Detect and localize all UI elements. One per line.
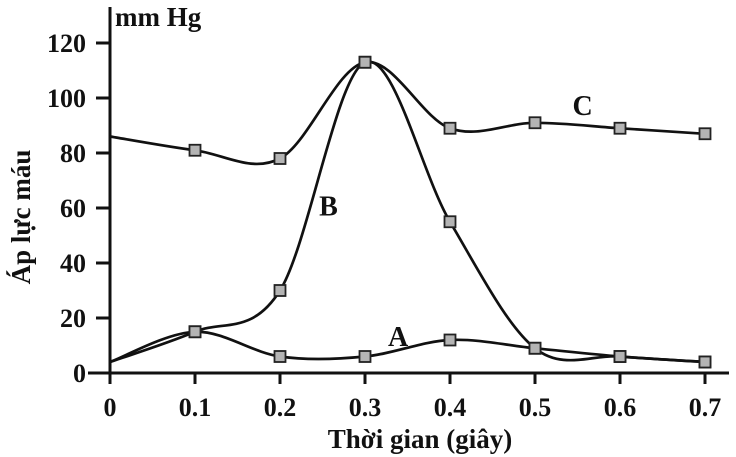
x-tick-label: 0.5 [519, 393, 552, 422]
y-tick-label: 0 [73, 359, 86, 388]
marker-C [613, 121, 627, 135]
marker-A [443, 333, 457, 347]
marker-B [613, 350, 627, 363]
y-tick-label: 60 [60, 194, 86, 223]
x-tick-label: 0.4 [434, 393, 467, 422]
x-tick-label: 0.7 [689, 393, 722, 422]
marker-B [443, 215, 457, 229]
y-tick-label: 40 [60, 249, 86, 278]
x-tick-label: 0.6 [604, 393, 637, 422]
marker-C [443, 121, 457, 135]
marker-C [358, 55, 372, 69]
marker-B [273, 284, 287, 297]
x-axis-title: Thời gian (giây) [328, 424, 512, 454]
y-axis-unit-label: mm Hg [115, 2, 202, 32]
curve-C [108, 60, 707, 166]
y-tick-label: 100 [47, 84, 86, 113]
series-label-A: A [388, 322, 409, 353]
curve-B [108, 60, 707, 364]
marker-B [698, 355, 712, 369]
y-tick-label: 120 [47, 29, 86, 58]
marker-A [273, 350, 287, 363]
marker-B [528, 341, 542, 355]
x-tick-label: 0.3 [349, 393, 382, 422]
x-tick-label: 0 [104, 393, 117, 422]
x-tick-label: 0.1 [179, 393, 212, 422]
marker-C [698, 127, 712, 141]
y-tick-label: 80 [60, 139, 86, 168]
series-label-B: B [319, 191, 338, 222]
x-tick-label: 0.2 [264, 393, 297, 422]
y-axis-title: Áp lực máu [6, 150, 36, 285]
marker-C [188, 143, 202, 157]
marker-A [358, 350, 372, 363]
series-label-C: C [572, 91, 592, 122]
y-tick-label: 20 [60, 304, 86, 333]
marker-B [188, 325, 202, 339]
marker-C [528, 116, 542, 130]
marker-C [273, 152, 287, 165]
